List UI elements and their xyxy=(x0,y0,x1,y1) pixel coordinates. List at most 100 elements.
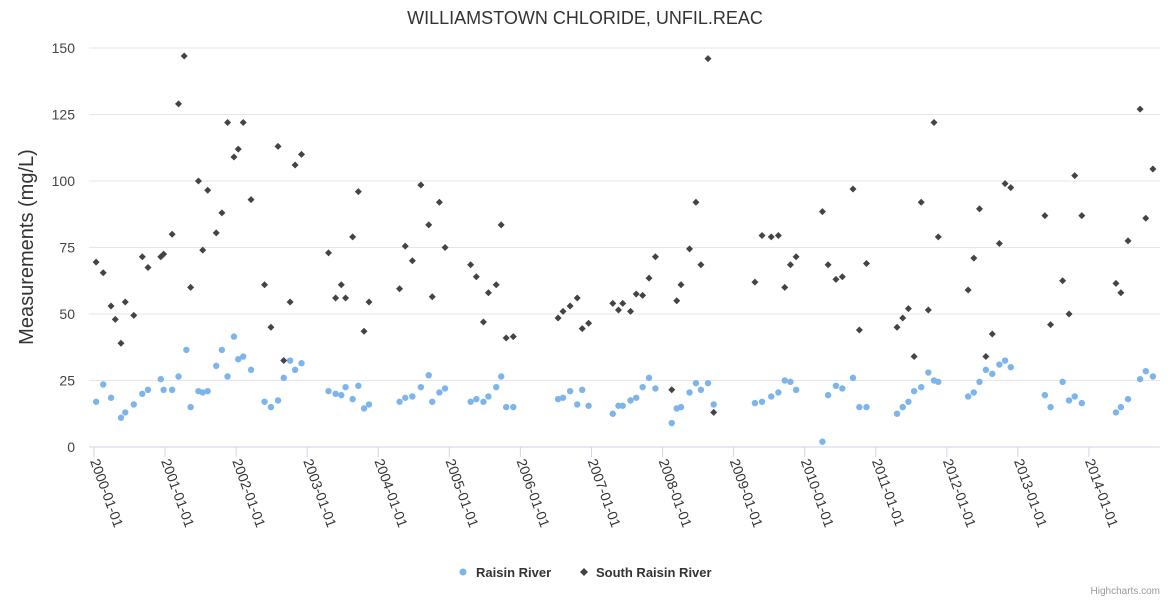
point-raisin-river-48[interactable] xyxy=(473,395,480,403)
point-south-raisin-river-69[interactable] xyxy=(651,253,659,261)
point-south-raisin-river-111[interactable] xyxy=(1065,310,1073,318)
point-south-raisin-river-59[interactable] xyxy=(573,294,581,302)
point-raisin-river-60[interactable] xyxy=(585,402,592,409)
point-raisin-river-63[interactable] xyxy=(619,402,626,409)
point-raisin-river-61[interactable] xyxy=(609,410,616,417)
point-south-raisin-river-57[interactable] xyxy=(559,307,567,315)
point-raisin-river-25[interactable] xyxy=(267,403,275,411)
point-south-raisin-river-29[interactable] xyxy=(286,298,294,306)
point-south-raisin-river-8[interactable] xyxy=(144,263,152,271)
point-south-raisin-river-119[interactable] xyxy=(1149,165,1157,173)
point-raisin-river-112[interactable] xyxy=(1078,399,1086,407)
point-raisin-river-53[interactable] xyxy=(502,403,510,411)
point-south-raisin-river-66[interactable] xyxy=(632,290,640,298)
point-south-raisin-river-32[interactable] xyxy=(325,249,333,257)
point-south-raisin-river-54[interactable] xyxy=(502,334,510,342)
point-raisin-river-0[interactable] xyxy=(92,398,100,405)
point-south-raisin-river-56[interactable] xyxy=(554,314,562,322)
point-raisin-river-29[interactable] xyxy=(291,366,299,374)
point-raisin-river-40[interactable] xyxy=(402,394,409,401)
point-south-raisin-river-25[interactable] xyxy=(261,281,269,289)
point-raisin-river-7[interactable] xyxy=(144,386,152,394)
point-south-raisin-river-80[interactable] xyxy=(767,233,775,241)
point-raisin-river-54[interactable] xyxy=(510,403,517,411)
point-raisin-river-44[interactable] xyxy=(429,398,436,405)
point-south-raisin-river-64[interactable] xyxy=(619,299,627,307)
point-south-raisin-river-106[interactable] xyxy=(1001,180,1009,188)
point-south-raisin-river-49[interactable] xyxy=(472,273,480,281)
point-south-raisin-river-74[interactable] xyxy=(692,198,700,206)
point-south-raisin-river-87[interactable] xyxy=(832,275,840,283)
point-south-raisin-river-89[interactable] xyxy=(849,185,857,193)
point-south-raisin-river-40[interactable] xyxy=(396,285,404,293)
point-south-raisin-river-17[interactable] xyxy=(204,186,212,194)
point-raisin-river-26[interactable] xyxy=(274,397,282,404)
point-raisin-river-72[interactable] xyxy=(686,389,693,396)
point-south-raisin-river-21[interactable] xyxy=(230,153,238,161)
point-south-raisin-river-113[interactable] xyxy=(1078,212,1086,220)
point-south-raisin-river-62[interactable] xyxy=(609,299,617,307)
point-raisin-river-98[interactable] xyxy=(935,378,942,386)
point-raisin-river-109[interactable] xyxy=(1059,378,1066,386)
point-south-raisin-river-24[interactable] xyxy=(247,196,255,204)
point-raisin-river-103[interactable] xyxy=(989,370,996,378)
point-raisin-river-52[interactable] xyxy=(497,373,505,380)
point-south-raisin-river-100[interactable] xyxy=(964,286,972,294)
point-south-raisin-river-92[interactable] xyxy=(893,323,901,331)
point-raisin-river-9[interactable] xyxy=(160,386,167,394)
point-raisin-river-37[interactable] xyxy=(360,405,368,412)
point-south-raisin-river-4[interactable] xyxy=(117,339,125,347)
point-raisin-river-58[interactable] xyxy=(574,401,581,408)
point-south-raisin-river-82[interactable] xyxy=(781,283,789,291)
point-raisin-river-69[interactable] xyxy=(668,419,675,427)
point-raisin-river-76[interactable] xyxy=(710,401,717,408)
point-raisin-river-51[interactable] xyxy=(493,383,500,391)
point-south-raisin-river-78[interactable] xyxy=(751,278,759,286)
point-south-raisin-river-35[interactable] xyxy=(342,294,350,302)
point-raisin-river-73[interactable] xyxy=(692,379,700,387)
point-south-raisin-river-6[interactable] xyxy=(130,311,138,319)
point-raisin-river-96[interactable] xyxy=(925,369,932,376)
point-raisin-river-18[interactable] xyxy=(218,346,226,354)
point-south-raisin-river-33[interactable] xyxy=(332,294,340,302)
point-south-raisin-river-18[interactable] xyxy=(212,229,220,237)
point-raisin-river-43[interactable] xyxy=(425,371,432,379)
point-south-raisin-river-76[interactable] xyxy=(704,55,712,63)
point-south-raisin-river-48[interactable] xyxy=(467,261,475,269)
point-south-raisin-river-96[interactable] xyxy=(917,198,925,206)
point-south-raisin-river-115[interactable] xyxy=(1117,289,1125,297)
point-south-raisin-river-99[interactable] xyxy=(934,233,942,241)
point-raisin-river-115[interactable] xyxy=(1124,395,1132,403)
point-south-raisin-river-55[interactable] xyxy=(509,333,517,341)
point-raisin-river-83[interactable] xyxy=(792,386,800,394)
point-raisin-river-118[interactable] xyxy=(1149,373,1157,380)
point-south-raisin-river-61[interactable] xyxy=(585,319,593,327)
point-south-raisin-river-67[interactable] xyxy=(639,291,647,299)
point-raisin-river-93[interactable] xyxy=(905,398,912,405)
point-raisin-river-107[interactable] xyxy=(1041,391,1049,399)
point-south-raisin-river-93[interactable] xyxy=(899,314,907,322)
point-south-raisin-river-102[interactable] xyxy=(975,205,983,213)
point-south-raisin-river-104[interactable] xyxy=(988,330,996,338)
point-raisin-river-71[interactable] xyxy=(677,403,685,411)
point-raisin-river-65[interactable] xyxy=(633,394,640,401)
point-south-raisin-river-118[interactable] xyxy=(1142,214,1150,222)
point-south-raisin-river-14[interactable] xyxy=(187,283,195,291)
point-south-raisin-river-70[interactable] xyxy=(668,386,676,394)
point-raisin-river-27[interactable] xyxy=(280,374,287,382)
point-raisin-river-116[interactable] xyxy=(1136,375,1144,383)
point-raisin-river-8[interactable] xyxy=(157,375,164,383)
point-south-raisin-river-75[interactable] xyxy=(697,261,705,269)
point-south-raisin-river-19[interactable] xyxy=(218,209,226,217)
point-raisin-river-17[interactable] xyxy=(213,362,220,370)
point-raisin-river-46[interactable] xyxy=(441,385,449,392)
point-raisin-river-39[interactable] xyxy=(396,398,403,405)
point-south-raisin-river-117[interactable] xyxy=(1136,105,1144,113)
point-south-raisin-river-112[interactable] xyxy=(1071,172,1079,180)
point-raisin-river-33[interactable] xyxy=(338,391,345,399)
point-raisin-river-68[interactable] xyxy=(652,385,659,392)
point-raisin-river-114[interactable] xyxy=(1117,403,1125,411)
point-raisin-river-59[interactable] xyxy=(579,386,586,394)
point-south-raisin-river-5[interactable] xyxy=(121,298,129,306)
point-raisin-river-47[interactable] xyxy=(467,398,474,405)
